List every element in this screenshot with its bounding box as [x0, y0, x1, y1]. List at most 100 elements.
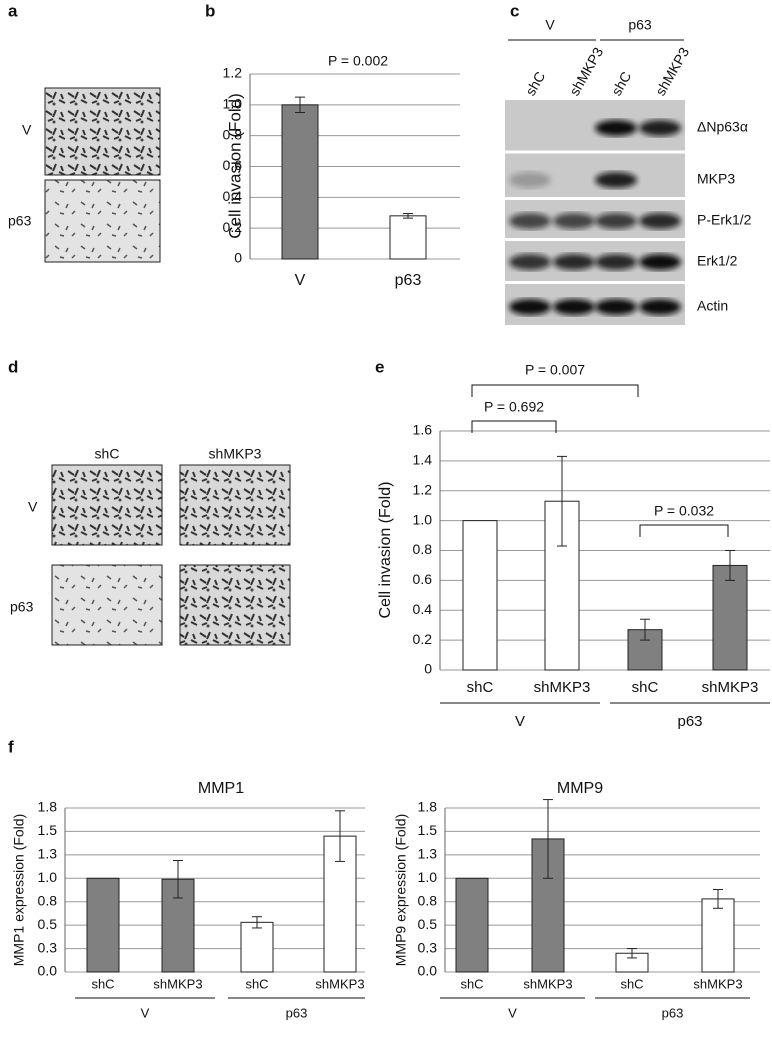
y-tick-label: 1.0 [413, 511, 433, 527]
group-label: V [508, 1005, 517, 1020]
x-tick-label: shMKP3 [702, 679, 759, 696]
panel-label: c [510, 1, 519, 20]
blot-band [553, 299, 595, 315]
y-tick-label: 0.0 [418, 963, 438, 979]
error-bar [627, 948, 637, 959]
y-tick-label: 0 [234, 250, 242, 266]
error-bar [640, 618, 650, 641]
lane-label: shC [522, 69, 548, 99]
bar [86, 877, 120, 973]
panel-label: b [205, 1, 215, 20]
group-label: V [515, 713, 525, 730]
error-bar [335, 810, 345, 862]
lane-label: shC [608, 69, 634, 99]
column-label: shMKP3 [209, 446, 262, 462]
blot-band [509, 172, 551, 188]
blot-band [509, 254, 551, 270]
row-label: V [28, 499, 38, 515]
column-label: shC [95, 446, 120, 462]
blot-band [595, 120, 637, 136]
y-tick-label: 0.2 [413, 631, 433, 647]
y-tick-label: 0.2 [223, 219, 243, 235]
y-tick-label: 0.4 [413, 601, 433, 617]
group-label: p63 [677, 713, 702, 730]
x-tick-label: shMKP3 [534, 679, 591, 696]
y-axis-label: Cell invasion (Fold) [377, 482, 394, 619]
blot-band [553, 213, 595, 229]
lane-label: shMKP3 [566, 44, 606, 98]
error-bar [557, 455, 567, 547]
blot [505, 100, 685, 325]
x-tick-label: shC [460, 976, 483, 991]
y-tick-label: 1.5 [418, 822, 438, 838]
y-tick-label: 1.5 [38, 822, 58, 838]
group-label: p63 [662, 1005, 684, 1020]
band-label: ΔNp63α [697, 119, 748, 135]
row-label: V [22, 122, 32, 138]
y-tick-label: 0.4 [223, 188, 243, 204]
bar [701, 898, 735, 973]
x-tick-label: shC [245, 976, 268, 991]
y-tick-label: 0.0 [38, 963, 58, 979]
blot-band [595, 299, 637, 315]
y-tick-label: 0.8 [223, 126, 243, 142]
bar [455, 877, 489, 973]
chart-title: MMP1 [198, 780, 244, 797]
micrograph [51, 564, 163, 646]
band-label: Erk1/2 [697, 253, 738, 269]
y-tick-label: 1.0 [418, 869, 438, 885]
blot-band [639, 120, 681, 136]
y-tick-label: 1.8 [38, 799, 58, 815]
group-label: V [545, 17, 555, 33]
y-tick-label: 1.0 [223, 96, 243, 112]
y-tick-label: 0.3 [418, 939, 438, 955]
blot-band [639, 254, 681, 270]
panel-label: a [8, 1, 18, 20]
p-value: P = 0.002 [328, 53, 388, 69]
micrograph [179, 564, 291, 646]
bar [462, 520, 498, 671]
y-tick-label: 0.5 [418, 916, 438, 932]
y-tick-label: 0.8 [413, 541, 433, 557]
y-tick-label: 1.2 [413, 481, 433, 497]
bracket [471, 420, 557, 433]
p-value: P = 0.032 [654, 503, 714, 519]
error-bar [543, 799, 553, 879]
y-tick-label: 0.3 [38, 939, 58, 955]
micrograph [51, 464, 163, 546]
panel-label: e [375, 357, 384, 376]
group-label: V [141, 1005, 150, 1020]
row-label: p63 [8, 213, 32, 229]
blot-band [595, 254, 637, 270]
x-tick-label: shC [632, 679, 659, 696]
y-tick-label: 1.2 [223, 65, 243, 81]
x-tick-label: shC [467, 679, 494, 696]
x-tick-label: V [295, 272, 306, 289]
y-tick-label: 1.4 [413, 452, 433, 468]
y-axis-label: Cell invasion (Fold) [225, 93, 244, 239]
blot-band [553, 254, 595, 270]
x-tick-label: shMKP3 [153, 976, 202, 991]
blot-bands [509, 120, 681, 315]
x-tick-label: shMKP3 [693, 976, 742, 991]
x-tick-label: shC [91, 976, 114, 991]
error-bar [295, 96, 305, 114]
p-value: P = 0.007 [525, 362, 585, 378]
blot-band [595, 213, 637, 229]
error-bar [713, 889, 723, 909]
y-axis-label: MMP9 expression (Fold) [393, 814, 409, 967]
x-tick-label: p63 [395, 272, 422, 289]
y-tick-label: 0.8 [418, 892, 438, 908]
bracket [471, 384, 639, 397]
blot-band [595, 172, 637, 188]
micrograph [44, 179, 161, 263]
panel-label: f [8, 737, 14, 756]
y-tick-label: 0.6 [223, 157, 243, 173]
lane-label: shMKP3 [652, 44, 692, 98]
y-tick-label: 1.0 [38, 869, 58, 885]
panel-label: d [8, 357, 18, 376]
error-bar [173, 859, 183, 899]
y-tick-label: 0.5 [38, 916, 58, 932]
y-tick-label: 1.3 [38, 846, 58, 862]
